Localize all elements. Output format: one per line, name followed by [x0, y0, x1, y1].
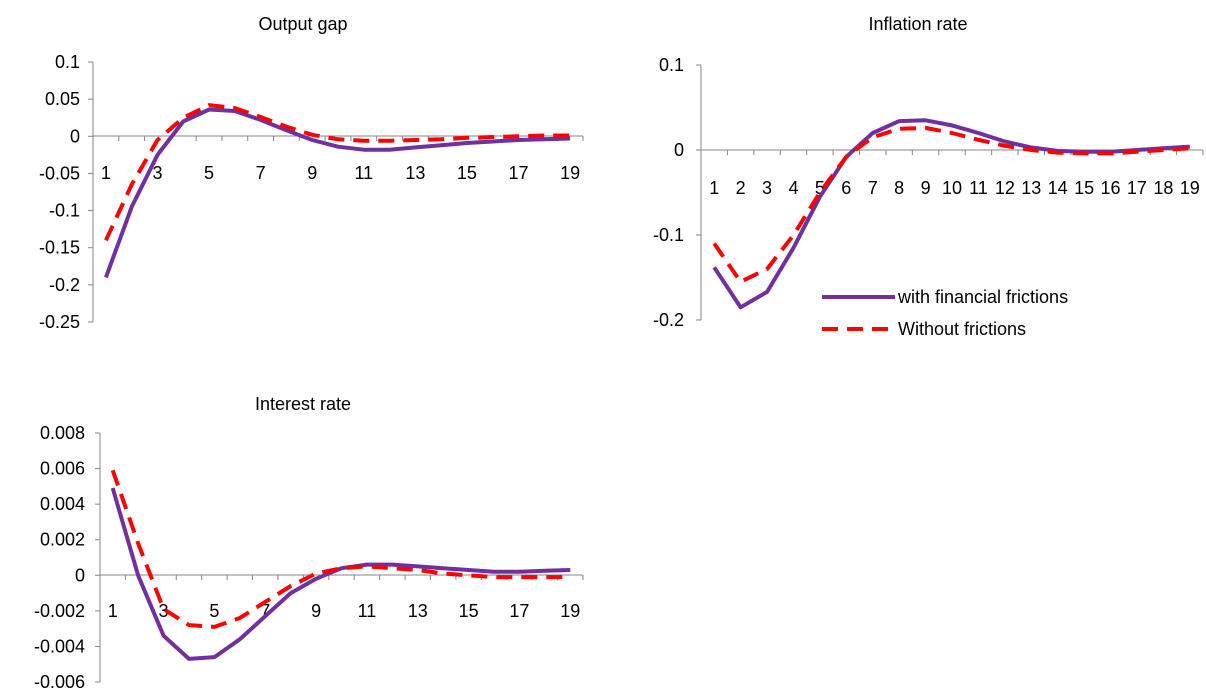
y-tick-label: -0.05	[39, 163, 80, 183]
y-tick-label: 0	[674, 140, 684, 160]
x-tick-label: 14	[1048, 178, 1068, 198]
x-tick-label: 11	[969, 178, 988, 198]
y-tick-label: -0.25	[39, 312, 80, 332]
series-line-with-financial-frictions	[104, 107, 571, 279]
x-tick-label: 17	[509, 163, 529, 183]
x-tick-label: 3	[159, 601, 169, 621]
x-tick-label: 17	[1127, 178, 1147, 198]
chart-title: Interest rate	[255, 394, 351, 414]
legend: with financial frictions Without frictio…	[822, 287, 1068, 339]
series-line-without-frictions	[110, 469, 571, 629]
y-tick-label: 0.1	[55, 52, 80, 72]
y-tick-label: 0.004	[40, 494, 85, 514]
x-tick-label: 5	[204, 163, 214, 183]
x-tick-label: 4	[788, 178, 798, 198]
y-tick-label: -0.006	[34, 672, 85, 691]
legend-item-without-frictions: Without frictions	[822, 319, 1026, 339]
x-tick-label: 5	[209, 601, 219, 621]
x-tick-label: 8	[894, 178, 904, 198]
legend-label: with financial frictions	[897, 287, 1068, 307]
x-tick-label: 17	[509, 601, 529, 621]
x-tick-label: 7	[868, 178, 878, 198]
x-tick-label: 15	[1074, 178, 1094, 198]
x-tick-label: 19	[560, 163, 580, 183]
y-tick-label: -0.004	[34, 636, 85, 656]
x-tick-label: 7	[260, 601, 270, 621]
x-tick-label: 18	[1153, 178, 1173, 198]
x-tick-label: 9	[921, 178, 931, 198]
x-tick-label: 9	[307, 163, 317, 183]
x-tick-label: 1	[108, 601, 118, 621]
series-line-with-financial-frictions	[110, 487, 571, 661]
y-tick-label: -0.2	[49, 275, 80, 295]
y-tick-label: 0.05	[45, 89, 80, 109]
x-tick-label: 1	[101, 163, 111, 183]
x-tick-label: 1	[709, 178, 719, 198]
y-tick-label: 0.002	[40, 530, 85, 550]
x-tick-label: 15	[459, 601, 479, 621]
legend-label: Without frictions	[898, 319, 1026, 339]
x-tick-label: 11	[358, 601, 377, 621]
x-tick-label: 13	[408, 601, 428, 621]
x-tick-label: 7	[256, 163, 266, 183]
y-tick-label: -0.1	[653, 225, 684, 245]
y-tick-label: 0	[75, 565, 85, 585]
x-tick-label: 3	[152, 163, 162, 183]
chart-title: Output gap	[258, 14, 347, 34]
y-tick-label: 0.1	[659, 55, 684, 75]
x-tick-label: 12	[995, 178, 1015, 198]
series-line-with-financial-frictions	[712, 118, 1190, 310]
y-tick-label: 0.006	[40, 459, 85, 479]
y-tick-label: 0	[70, 126, 80, 146]
output-gap-chart: Output gap 0.1 0.05 0 -0.05 -0.1 -0.15 -0.2 -0.…	[39, 14, 584, 332]
y-tick-label: -0.1	[49, 201, 80, 221]
inflation-rate-chart: Inflation rate 0.10-0.1-0.2 1 2 3 4 5 6 7 8 9 10 1…	[653, 14, 1204, 330]
x-tick-label: 9	[311, 601, 321, 621]
x-tick-label: 13	[1021, 178, 1041, 198]
y-tick-label: -0.2	[653, 310, 684, 330]
x-tick-label: 6	[841, 178, 851, 198]
legend-item-with-financial-frictions: with financial frictions	[822, 287, 1068, 307]
y-tick-label: -0.002	[34, 601, 85, 621]
y-tick-label: -0.15	[39, 238, 80, 258]
y-tick-label: 0.008	[40, 423, 85, 443]
series-line-without-frictions	[104, 103, 571, 242]
x-tick-label: 11	[354, 163, 373, 183]
x-tick-label: 15	[457, 163, 477, 183]
x-tick-label: 10	[942, 178, 962, 198]
x-tick-label: 3	[762, 178, 772, 198]
x-tick-label: 16	[1101, 178, 1121, 198]
interest-rate-chart: Interest rate 0.008 0.006 0.004 0.002 0 -0.00…	[34, 394, 584, 691]
x-tick-label: 19	[560, 601, 580, 621]
series-line-without-frictions	[712, 125, 1190, 284]
x-tick-label: 5	[815, 178, 825, 198]
x-tick-label: 2	[736, 178, 746, 198]
x-tick-label: 19	[1180, 178, 1200, 198]
x-tick-label: 13	[405, 163, 425, 183]
chart-title: Inflation rate	[868, 14, 967, 34]
